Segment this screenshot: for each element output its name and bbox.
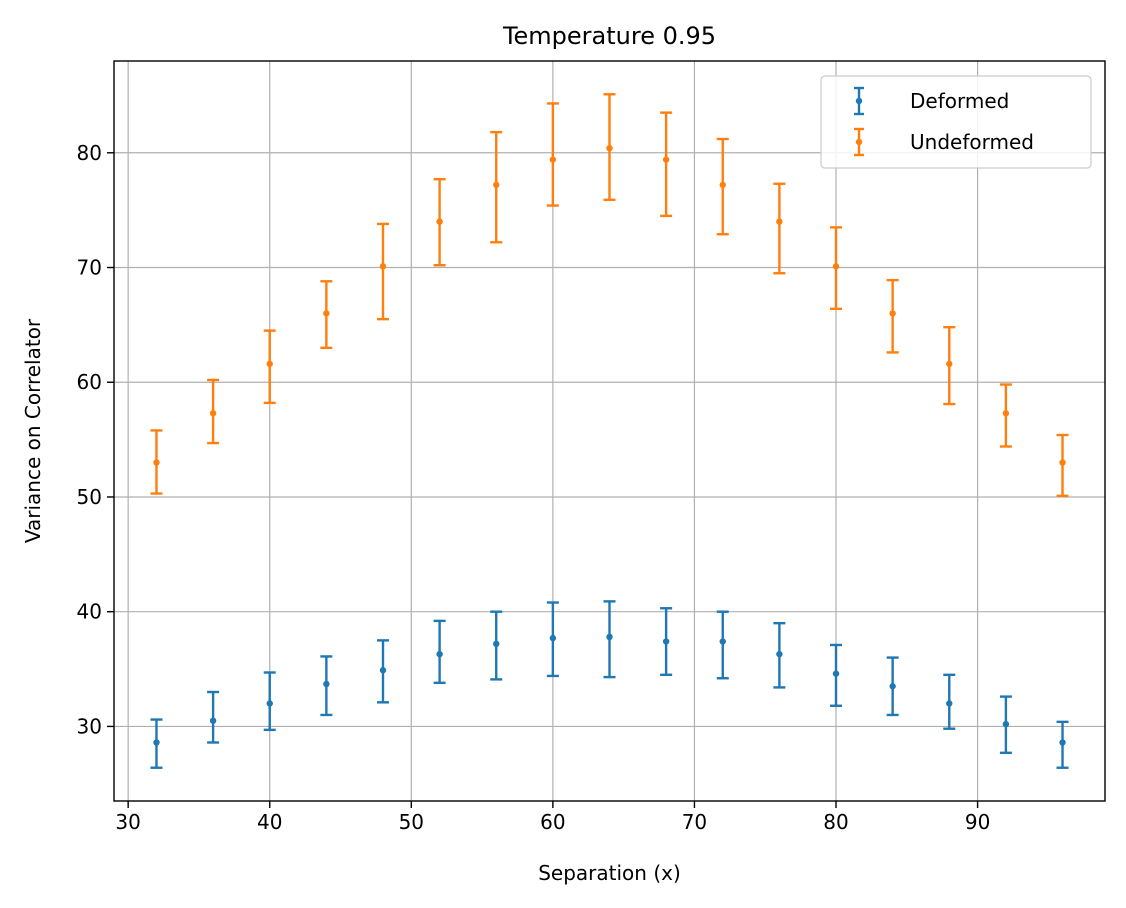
data-point — [719, 638, 726, 645]
data-point — [436, 650, 443, 658]
data-point — [776, 650, 783, 658]
x-tick-label: 90 — [965, 810, 990, 834]
x-tick-label: 70 — [682, 810, 707, 834]
y-tick-label: 70 — [77, 256, 102, 280]
data-point — [493, 640, 500, 648]
data-point — [153, 739, 160, 746]
y-tick-label: 80 — [77, 141, 102, 165]
legend-item: Undeformed — [854, 127, 1034, 157]
legend-label: Undeformed — [910, 130, 1034, 154]
x-tick-label: 80 — [823, 810, 848, 834]
x-tick-label: 60 — [540, 810, 565, 834]
data-point — [832, 670, 840, 677]
series-deformed — [150, 600, 1069, 769]
data-point — [889, 683, 896, 690]
x-tick-label: 50 — [399, 810, 424, 834]
legend-label: Deformed — [910, 89, 1009, 113]
data-point — [832, 263, 840, 270]
data-point — [946, 700, 953, 707]
data-point — [946, 360, 953, 368]
data-point — [1002, 720, 1010, 728]
data-point — [323, 680, 330, 688]
legend: Deformed Undeformed — [820, 75, 1092, 169]
data-point — [606, 633, 613, 641]
chart-title: Temperature 0.95 — [502, 22, 716, 50]
data-point — [606, 144, 613, 152]
data-point — [549, 156, 557, 163]
y-tick-label: 50 — [77, 485, 102, 509]
y-tick-label: 40 — [77, 600, 102, 624]
legend-marker-point — [855, 97, 863, 105]
data-point — [493, 181, 500, 189]
data-point — [209, 410, 217, 417]
legend-marker-point — [855, 138, 863, 146]
data-point — [1059, 739, 1066, 746]
data-point — [379, 667, 387, 674]
data-point — [662, 156, 670, 163]
data-point — [662, 638, 670, 645]
legend-item: Deformed — [854, 86, 1009, 116]
plot-frame — [113, 60, 1106, 802]
data-point — [1002, 410, 1010, 417]
data-point — [436, 218, 443, 225]
x-axis-label: Separation (x) — [538, 861, 681, 885]
data-point — [323, 310, 330, 317]
data-point — [266, 360, 273, 368]
ticks: 30 40 50 60 70 80 90 30 40 50 60 70 80 — [77, 141, 991, 834]
data-point — [1059, 459, 1066, 466]
y-axis-label: Variance on Correlator — [21, 318, 45, 543]
series-undeformed — [150, 93, 1069, 498]
grid — [114, 61, 1105, 801]
y-tick-label: 60 — [77, 370, 102, 394]
series-layer — [150, 93, 1069, 769]
x-tick-label: 40 — [257, 810, 282, 834]
data-point — [719, 181, 726, 189]
data-point — [209, 717, 217, 724]
data-point — [266, 700, 273, 707]
legend-box — [820, 75, 1092, 169]
data-point — [153, 459, 160, 466]
data-point — [889, 310, 896, 317]
data-point — [549, 634, 557, 642]
data-point — [776, 218, 783, 225]
y-tick-label: 30 — [77, 714, 102, 738]
data-point — [379, 263, 387, 270]
x-tick-label: 30 — [115, 810, 140, 834]
